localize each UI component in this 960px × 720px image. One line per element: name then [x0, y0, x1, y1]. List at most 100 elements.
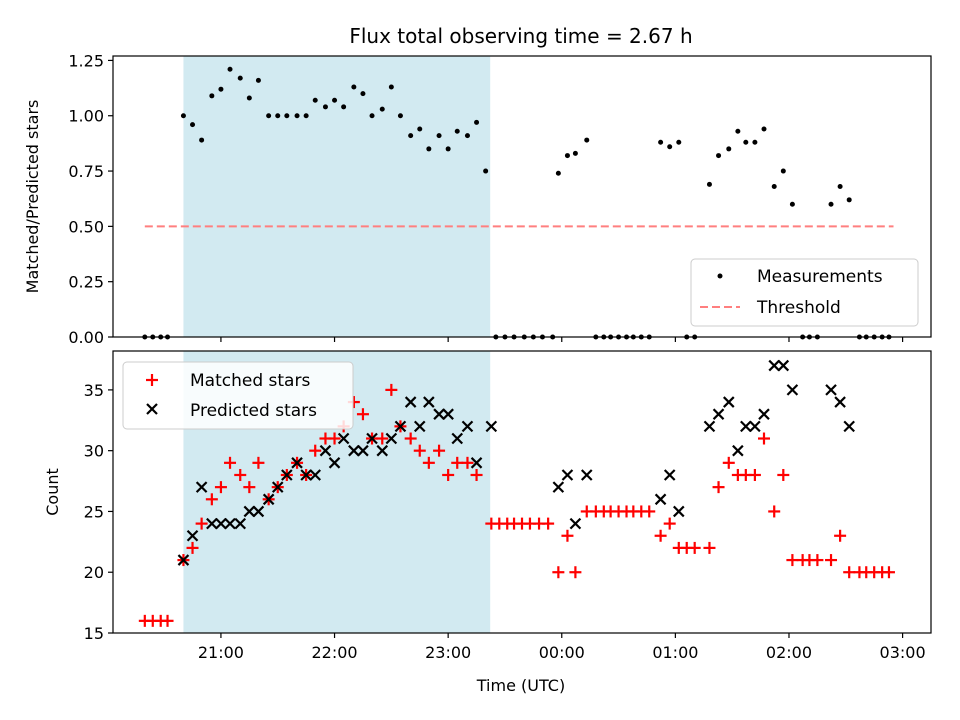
measurement-point: [464, 133, 470, 139]
predicted-stars-point: [206, 517, 218, 530]
legend-label-predicted-stars: Predicted stars: [190, 401, 317, 421]
predicted-stars-point: [758, 408, 770, 420]
measurement-point: [555, 170, 561, 176]
matched-stars-point: [542, 517, 555, 530]
legend-box: [690, 258, 919, 327]
matched-stars-point: [252, 456, 265, 469]
measurement-point: [780, 168, 786, 174]
measurement-point: [726, 146, 732, 152]
measurement-point: [209, 93, 215, 99]
matched-stars-point: [451, 456, 464, 469]
measurement-point: [379, 106, 385, 112]
y-tick-label: 25: [84, 502, 104, 521]
y-tick-label: 0.75: [68, 162, 104, 181]
measurement-point: [237, 75, 243, 81]
measurement-point: [266, 113, 272, 119]
matched-stars-point: [825, 554, 838, 567]
matched-stars-series: [138, 383, 895, 627]
legend-box: [122, 361, 354, 430]
measurement-point: [846, 197, 852, 203]
measurement-point: [180, 113, 186, 119]
measurement-point: [676, 139, 682, 145]
matched-stars-point: [663, 517, 676, 530]
measurement-point: [445, 146, 451, 152]
matched-stars-point: [385, 383, 398, 396]
measurement-point: [789, 201, 795, 207]
predicted-stars-point: [722, 396, 735, 408]
measurement-point: [303, 113, 309, 119]
y-tick-label: 1.00: [68, 107, 104, 126]
top-axes-frame: [112, 55, 932, 338]
measurement-point: [360, 91, 366, 97]
matched-stars-point: [205, 493, 218, 506]
x-tick-label: 22:00: [311, 643, 357, 662]
predicted-stars-point: [561, 469, 574, 481]
legend-label-matched-stars: Matched stars: [190, 371, 310, 391]
measurement-point: [572, 150, 578, 156]
predicted-stars-point: [423, 396, 435, 408]
matched-stars-point: [433, 444, 446, 457]
predicted-stars-point: [552, 481, 565, 493]
matched-stars-point: [688, 541, 701, 554]
bottom-panel: 15 20 25 30 35 21:00 22:00 23:00 00:00 01:00 02:0…: [43, 350, 932, 695]
matched-stars-point: [777, 468, 790, 481]
matched-stars-point: [748, 468, 761, 481]
matched-stars-point: [376, 432, 389, 445]
matched-stars-point: [243, 481, 256, 494]
legend-label-threshold: Threshold: [756, 298, 841, 318]
predicted-stars-point: [433, 408, 445, 420]
top-y-axis-label: Matched/Predicted stars: [23, 100, 42, 294]
matched-stars-point: [882, 566, 895, 579]
measurement-point: [332, 97, 338, 103]
predicted-stars-point: [654, 493, 667, 506]
matched-stars-point: [413, 444, 426, 457]
predicted-stars-series: [177, 359, 855, 566]
matched-stars-point: [722, 456, 735, 469]
measurement-point: [369, 113, 375, 119]
predicted-stars-point: [451, 432, 464, 445]
bottom-legend: Matched stars Predicted stars: [122, 361, 354, 430]
predicted-stars-legend-marker: [146, 403, 158, 415]
measurement-point: [658, 139, 664, 145]
predicted-stars-point: [777, 359, 790, 372]
predicted-stars-point: [291, 457, 303, 469]
predicted-stars-point: [366, 432, 378, 445]
measurement-point: [388, 84, 394, 90]
matched-stars-point: [643, 505, 656, 518]
matched-stars-point: [404, 432, 417, 445]
measurement-point: [584, 137, 590, 143]
matched-stars-legend-marker: [146, 374, 158, 386]
measurement-point: [716, 153, 722, 159]
matched-stars-point: [654, 529, 667, 542]
measurement-point: [312, 97, 318, 103]
y-tick-label: 1.25: [68, 51, 104, 70]
predicted-stars-point: [376, 444, 389, 457]
measurement-point: [706, 181, 712, 187]
matched-stars-point: [712, 481, 725, 494]
matched-stars-point: [161, 614, 174, 627]
predicted-stars-point: [786, 384, 799, 396]
predicted-stars-point: [319, 444, 332, 457]
measurement-point: [735, 128, 741, 134]
matched-stars-point: [768, 505, 781, 518]
bottom-x-axis: 21:00 22:00 23:00 00:00 01:00 02:00 03:00: [198, 633, 926, 662]
measurement-point: [564, 153, 570, 159]
predicted-stars-point: [470, 457, 483, 469]
predicted-stars-point: [252, 505, 265, 518]
predicted-stars-point: [413, 420, 426, 433]
x-tick-label: 23:00: [425, 643, 471, 662]
matched-stars-point: [461, 456, 474, 469]
measurement-point: [743, 139, 749, 145]
predicted-stars-point: [309, 469, 322, 481]
predicted-stars-point: [569, 517, 582, 530]
matched-stars-point: [214, 481, 227, 494]
measurement-point: [397, 113, 403, 119]
predicted-stars-point: [348, 444, 360, 457]
predicted-stars-point: [673, 505, 685, 518]
predicted-stars-point: [394, 420, 407, 433]
predicted-stars-point: [485, 420, 498, 433]
measurement-point: [199, 137, 205, 143]
measurement-point: [294, 113, 300, 119]
predicted-stars-point: [337, 432, 350, 445]
matched-stars-point: [811, 554, 824, 567]
